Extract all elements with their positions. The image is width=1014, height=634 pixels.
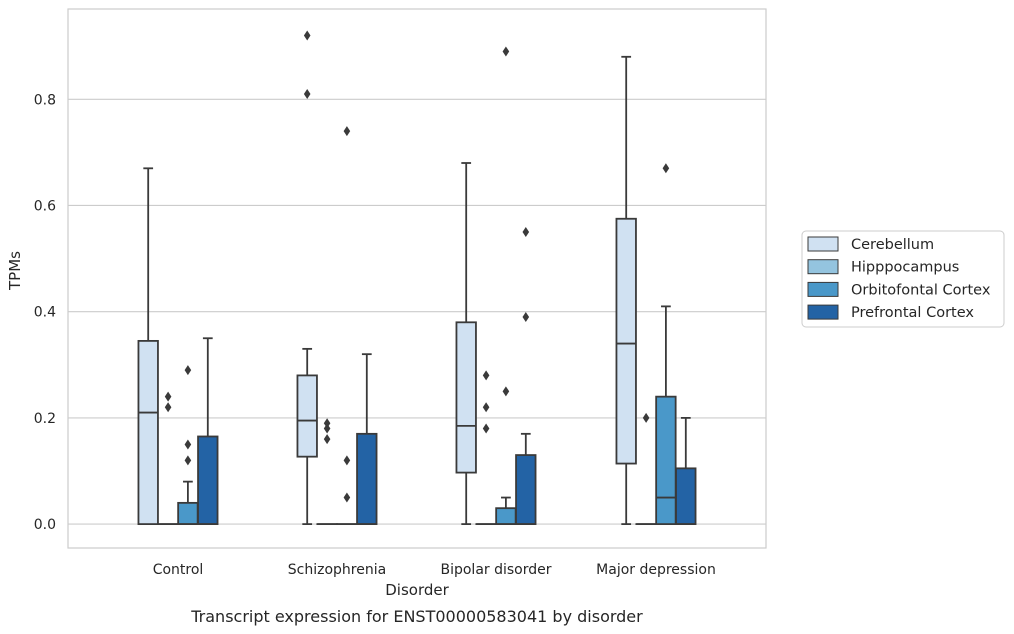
box-iqr <box>655 395 677 526</box>
box-2-0 <box>177 365 199 526</box>
outlier-point <box>303 30 311 41</box>
outlier-point <box>323 423 331 434</box>
box-0-3 <box>615 55 637 526</box>
y-tick-label: 0.0 <box>34 517 56 533</box>
box-iqr <box>137 339 159 526</box>
box-2-1 <box>336 126 358 526</box>
outlier-point <box>343 126 351 137</box>
legend-frame <box>801 230 1005 328</box>
box-iqr <box>296 374 318 458</box>
box-0-2 <box>455 162 477 526</box>
box-2-2 <box>495 46 517 526</box>
outlier-point <box>343 492 351 503</box>
outlier-point <box>164 391 172 402</box>
x-axis-label: Disorder <box>385 581 449 599</box>
outlier-point <box>502 386 510 397</box>
outlier-point <box>184 439 192 450</box>
box-iqr <box>177 501 199 526</box>
outlier-point <box>662 163 670 174</box>
outlier-point <box>184 455 192 466</box>
outlier-point <box>303 88 311 99</box>
legend-label: Hipppocampus <box>851 260 959 276</box>
box-iqr <box>197 435 219 526</box>
box-1-2 <box>475 370 497 526</box>
legend: Cerebellum Hipppocampus Orbitofontal Corte… <box>801 230 1005 328</box>
box-0-0 <box>137 167 159 526</box>
outlier-point <box>323 418 331 429</box>
box-iqr <box>515 454 537 526</box>
x-axis: Control Schizophrenia Bipolar disorder Majo… <box>153 562 716 578</box>
y-axis-label: TPMs <box>6 251 24 291</box>
y-tick-label: 0.6 <box>34 198 56 214</box>
box-3-3 <box>675 416 697 526</box>
plot-frame <box>67 8 767 549</box>
box-iqr <box>615 217 637 465</box>
outlier-point <box>522 227 530 238</box>
legend-swatch <box>807 236 839 252</box>
x-tick-label: Bipolar disorder <box>440 562 551 578</box>
box-iqr <box>455 321 477 474</box>
box-2-3 <box>655 163 677 526</box>
outlier-point <box>164 402 172 413</box>
box-0-1 <box>296 30 318 526</box>
box-iqr <box>495 507 517 526</box>
outlier-point <box>343 455 351 466</box>
plot-area <box>137 30 697 526</box>
y-tick-label: 0.8 <box>34 92 56 108</box>
legend-swatch <box>807 259 839 275</box>
box-3-2 <box>515 227 537 526</box>
box-1-0 <box>157 391 179 526</box>
box-iqr <box>356 432 378 526</box>
x-tick-label: Major depression <box>596 562 716 578</box>
box-3-0 <box>197 337 219 526</box>
chart-caption: Transcript expression for ENST0000058304… <box>190 607 643 626</box>
outlier-point <box>482 402 490 413</box>
box-1-1 <box>316 418 338 526</box>
outlier-point <box>502 46 510 57</box>
legend-swatch <box>807 304 839 320</box>
box-iqr <box>675 467 697 526</box>
outlier-point <box>642 412 650 423</box>
outlier-point <box>482 423 490 434</box>
outlier-point <box>323 434 331 445</box>
x-tick-label: Control <box>153 562 204 578</box>
legend-swatch <box>807 281 839 297</box>
legend-label: Orbitofontal Cortex <box>851 282 991 298</box>
outlier-point <box>482 370 490 381</box>
legend-label: Prefrontal Cortex <box>851 305 974 321</box>
outlier-point <box>184 365 192 376</box>
outlier-point <box>522 312 530 322</box>
box-3-1 <box>356 353 378 526</box>
x-tick-label: Schizophrenia <box>288 562 386 578</box>
legend-label: Cerebellum <box>851 237 934 253</box>
y-tick-label: 0.4 <box>34 305 56 321</box>
box-1-3 <box>635 412 657 526</box>
y-axis: 0.0 0.2 0.4 0.6 0.8 <box>34 92 56 533</box>
y-tick-label: 0.2 <box>34 411 56 427</box>
